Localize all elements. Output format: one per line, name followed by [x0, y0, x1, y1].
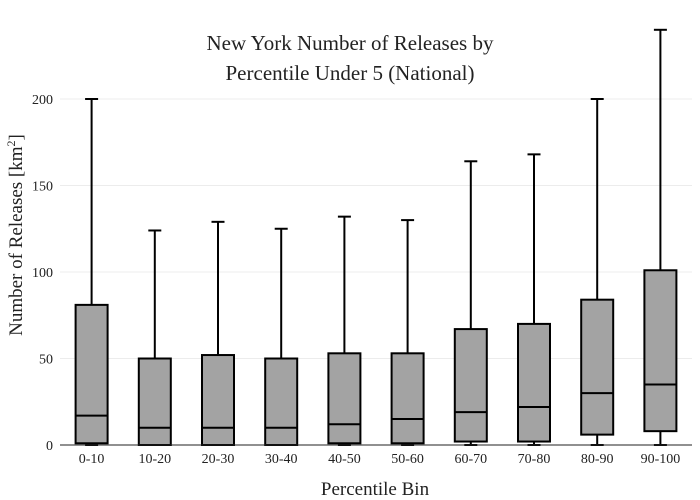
iqr-box-90-100: [643, 269, 678, 433]
axes: 0 50 100 150 200 0-10 10-20 20-30 30-40 40-50 50-6…: [32, 93, 692, 467]
y-tick-label-50: 50: [39, 353, 53, 368]
box-20-30: [201, 220, 235, 447]
x-tick-label-40-50: 40-50: [328, 452, 361, 467]
box-0-10: [74, 98, 109, 446]
box-50-60: [390, 219, 425, 446]
box-60-70: [453, 160, 488, 446]
x-tick-label-60-70: 60-70: [454, 452, 487, 467]
box-90-100: [643, 28, 678, 446]
y-tick-label-150: 150: [32, 180, 53, 195]
x-tick-label-20-30: 20-30: [202, 452, 235, 467]
y-axis-title-end: ]: [6, 134, 27, 140]
x-tick-label-30-40: 30-40: [265, 452, 298, 467]
x-axis-title: Percentile Bin: [321, 479, 430, 500]
iqr-box-0-10: [74, 303, 109, 445]
iqr-box-80-90: [580, 298, 615, 436]
box-30-40: [264, 227, 299, 446]
y-axis-title: Number of Releases [km2]: [4, 134, 27, 336]
iqr-box-40-50: [327, 352, 362, 445]
box-70-80: [517, 153, 551, 446]
iqr-box-60-70: [453, 328, 488, 443]
y-tick-label-200: 200: [32, 93, 53, 108]
box-80-90: [580, 98, 615, 446]
boxes: [74, 28, 678, 447]
x-tick-label-90-100: 90-100: [641, 452, 681, 467]
y-tick-label-100: 100: [32, 266, 53, 281]
y-axis-title-superscript: 2: [4, 140, 18, 146]
x-tick-label-10-20: 10-20: [138, 452, 171, 467]
chart-title-line-1: New York Number of Releases by: [207, 31, 494, 55]
x-tick-label-80-90: 80-90: [581, 452, 614, 467]
y-tick-label-0: 0: [46, 439, 53, 454]
iqr-box-10-20: [137, 357, 172, 446]
x-tick-label-70-80: 70-80: [518, 452, 551, 467]
y-axis-title-main: Number of Releases [km: [6, 146, 27, 336]
iqr-box-20-30: [201, 354, 235, 447]
chart-title-line-2: Percentile Under 5 (National): [226, 61, 475, 85]
box-40-50: [327, 215, 362, 446]
iqr-box-70-80: [517, 322, 551, 443]
iqr-box-50-60: [390, 352, 425, 445]
box-10-20: [137, 229, 172, 446]
x-tick-label-50-60: 50-60: [391, 452, 424, 467]
x-tick-label-0-10: 0-10: [79, 452, 105, 467]
iqr-box-30-40: [264, 357, 299, 446]
